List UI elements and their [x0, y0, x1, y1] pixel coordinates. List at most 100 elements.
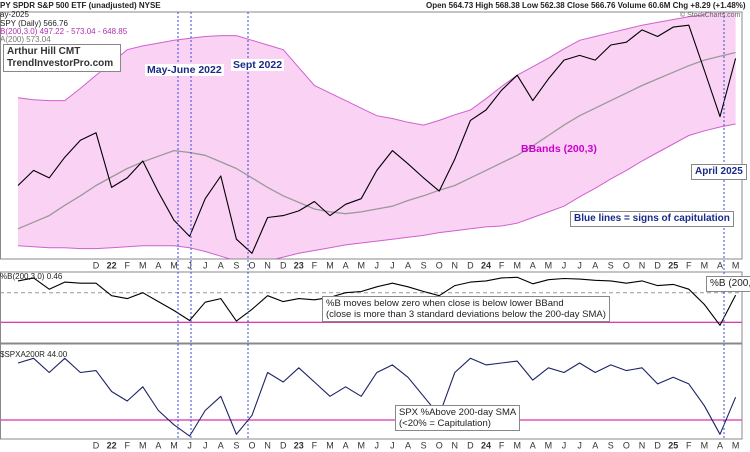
x-tick-label: J — [390, 440, 395, 450]
x-tick-label: F — [499, 260, 505, 270]
x-tick-label: M — [732, 440, 740, 450]
x-tick-label: 22 — [107, 260, 117, 270]
x-tick-label: A — [218, 260, 224, 270]
x-tick-label: J — [375, 440, 380, 450]
x-tick-label: O — [248, 440, 255, 450]
series-line — [17, 276, 737, 326]
plot-area — [0, 357, 742, 437]
x-tick-label: M — [357, 440, 365, 450]
x-tick-label: M — [139, 440, 147, 450]
x-tick-label: D — [654, 440, 661, 450]
annotation: TrendInvestorPro.com — [7, 58, 114, 69]
x-tick-label: A — [717, 440, 723, 450]
x-tick-label: M — [701, 260, 709, 270]
x-tick-label: A — [717, 260, 723, 270]
x-tick-label: M — [513, 440, 521, 450]
x-tick-label: J — [203, 260, 208, 270]
series-line — [17, 51, 736, 230]
x-tick-label: 25 — [668, 440, 678, 450]
plot-area — [0, 276, 742, 326]
credit-box: Arthur Hill CMT TrendInvestorPro.com — [3, 44, 121, 72]
series-line — [17, 24, 737, 254]
x-tick-label: N — [264, 440, 271, 450]
x-tick-label: M — [357, 260, 365, 270]
x-tick-label: M — [545, 440, 553, 450]
x-tick-label: J — [577, 440, 582, 450]
x-tick-label: 22 — [107, 440, 117, 450]
band-upper — [17, 12, 708, 126]
x-tick-label: D — [93, 440, 100, 450]
x-tick-label: M — [701, 440, 709, 450]
x-tick-label: D — [467, 260, 474, 270]
x-tick-label: D — [467, 440, 474, 450]
x-tick-label: M — [139, 260, 147, 270]
series-line — [17, 357, 737, 437]
annotation: (<20% = Capitulation) — [399, 418, 491, 429]
x-tick-label: A — [530, 440, 536, 450]
quote: Open 564.73 High 568.38 Low 562.38 Close… — [426, 1, 746, 10]
x-tick-label: F — [124, 260, 130, 270]
x-tick-label: J — [562, 440, 567, 450]
x-tick-label: D — [654, 260, 661, 270]
x-tick-label: O — [436, 440, 443, 450]
x-tick-label: N — [264, 260, 271, 270]
annotation: SPX %Above 200-day SMA — [399, 407, 517, 418]
x-tick-label: S — [608, 260, 614, 270]
panel-border — [0, 271, 743, 344]
legend-entry: A(200) 573.04 — [0, 35, 51, 44]
x-tick-label: M — [732, 260, 740, 270]
annotation: April 2025 — [691, 164, 747, 180]
x-tick-label: A — [592, 440, 598, 450]
x-tick-label: 25 — [668, 260, 678, 270]
x-tick-label: D — [280, 260, 287, 270]
x-tick-label: A — [343, 260, 349, 270]
date: ay-2025 — [0, 10, 29, 19]
x-tick-label: A — [592, 260, 598, 270]
x-tick-label: A — [155, 260, 161, 270]
panel-title: %B(200,3.0) 0.46 — [0, 272, 63, 281]
x-tick-label: 23 — [294, 440, 304, 450]
x-tick-label: F — [312, 440, 318, 450]
x-tick-label: J — [203, 440, 208, 450]
annotation: BBands (200,3) — [521, 143, 597, 155]
x-tick-label: M — [326, 260, 334, 270]
x-tick-label: D — [280, 440, 287, 450]
annotation: Blue lines = signs of capitulation — [570, 211, 734, 227]
annotation-box: %B moves below zero when close is below … — [322, 296, 610, 322]
x-tick-label: A — [343, 440, 349, 450]
x-tick-label: O — [623, 260, 630, 270]
annotation: %B moves below zero when close is below … — [326, 298, 564, 309]
x-tick-label: S — [421, 260, 427, 270]
x-tick-label: J — [187, 440, 192, 450]
x-tick-label: M — [170, 260, 178, 270]
chart-title: PY SPDR S&P 500 ETF (unadjusted) NYSE — [0, 1, 161, 10]
x-tick-label: O — [436, 260, 443, 270]
series-tag: %B (200,3 — [706, 276, 750, 292]
x-tick-label: 24 — [481, 440, 491, 450]
x-tick-label: A — [405, 260, 411, 270]
x-tick-label: S — [233, 440, 239, 450]
x-tick-label: N — [639, 440, 646, 450]
x-tick-label: O — [248, 260, 255, 270]
x-tick-label: 23 — [294, 260, 304, 270]
legend-entry: SPY (Daily) 566.76 — [0, 19, 68, 28]
x-tick-label: N — [452, 440, 459, 450]
x-tick-label: S — [608, 440, 614, 450]
x-tick-label: F — [499, 440, 505, 450]
x-tick-label: A — [155, 440, 161, 450]
x-tick-label: M — [170, 440, 178, 450]
x-tick-label: F — [124, 440, 130, 450]
x-tick-label: S — [233, 260, 239, 270]
annotation-box: SPX %Above 200-day SMA (<20% = Capitulat… — [395, 405, 521, 431]
x-tick-label: J — [562, 260, 567, 270]
x-tick-label: F — [686, 260, 692, 270]
x-tick-label: M — [545, 260, 553, 270]
x-tick-label: S — [421, 440, 427, 450]
legend-entry: B(200,3.0) 497.22 - 573.04 - 648.85 — [0, 27, 128, 36]
x-tick-label: O — [623, 440, 630, 450]
annotation: Sept 2022 — [231, 59, 285, 71]
panel-border — [0, 343, 743, 440]
annotation: (close is more than 3 standard deviation… — [326, 309, 606, 320]
panel-border — [0, 11, 743, 260]
